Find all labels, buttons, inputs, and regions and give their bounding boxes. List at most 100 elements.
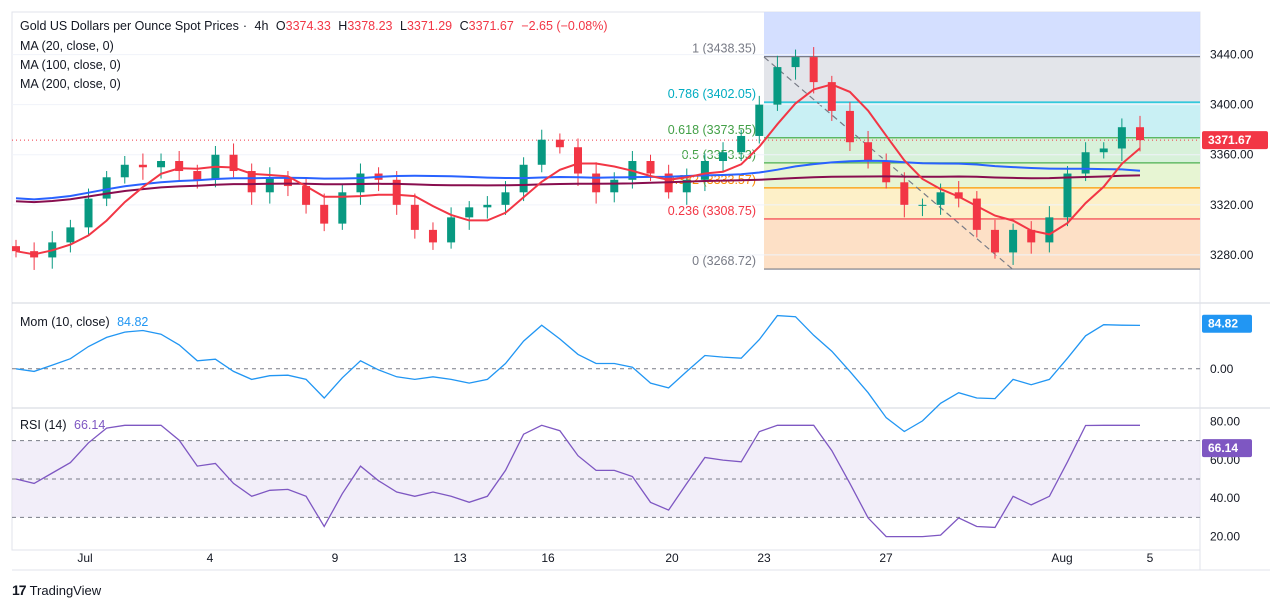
rsi-value-text: 66.14 <box>74 418 106 432</box>
fib-level-label: 0.786 (3402.05) <box>668 87 756 101</box>
ma200-line <box>15 174 1141 204</box>
candle-body <box>229 154 238 172</box>
fib-level-label: 0 (3268.72) <box>692 254 756 268</box>
candle-body <box>447 217 456 243</box>
price-tick-label: 3280.00 <box>1210 248 1254 262</box>
ohlc-change: −2.65 (−0.08%) <box>521 19 608 33</box>
candle-body <box>864 142 873 162</box>
ohlc-close: 3371.67 <box>468 19 514 33</box>
candle-body <box>338 192 347 224</box>
fib-zone <box>764 102 1200 138</box>
candle-body <box>265 177 274 193</box>
rsi-line <box>15 424 1140 538</box>
rsi-value-label: 66.14 <box>1208 441 1238 455</box>
candle-body <box>682 179 691 193</box>
candle-body <box>1099 148 1108 153</box>
candle-body <box>1063 173 1072 218</box>
ma20-legend[interactable]: MA (20, close, 0) <box>20 39 114 53</box>
candle-body <box>465 207 474 218</box>
candle-body <box>827 82 836 111</box>
ma100-line <box>15 159 1141 201</box>
candle-body <box>428 229 437 243</box>
candle-body <box>1009 229 1018 253</box>
brand-name: TradingView <box>29 582 102 598</box>
momentum-label: Mom (10, close) <box>20 315 110 329</box>
time-tick-label: 5 <box>1147 551 1154 565</box>
momentum-line <box>15 314 1141 433</box>
time-tick-label: Jul <box>77 551 92 565</box>
candle-body <box>1081 152 1090 174</box>
tradingview-brand[interactable]: 17 TradingView <box>12 582 101 598</box>
candle-body <box>483 204 492 208</box>
ohlc-open: 3374.33 <box>285 19 331 33</box>
ohlc-low: 3371.29 <box>406 19 453 33</box>
time-tick-label: 23 <box>757 551 771 565</box>
time-tick-label: 13 <box>453 551 467 565</box>
time-tick-label: Aug <box>1051 551 1072 565</box>
candle-body <box>120 164 129 178</box>
ohlc-high: 3378.23 <box>347 19 393 33</box>
candle-body <box>193 171 202 180</box>
candle-body <box>537 139 546 165</box>
momentum-value-label: 84.82 <box>1208 317 1238 331</box>
interval-label[interactable]: 4h <box>254 19 269 33</box>
candle-body <box>320 204 329 224</box>
candle-body <box>283 177 292 187</box>
candle-body <box>755 104 764 136</box>
candle-body <box>972 198 981 230</box>
candle-body <box>1117 127 1126 149</box>
candle-body <box>1045 217 1054 243</box>
candle-body <box>12 246 20 252</box>
candle-body <box>574 147 582 174</box>
candle-body <box>882 161 891 183</box>
tradingview-logo-icon: 17 <box>12 582 27 598</box>
rsi-tick-label: 20.00 <box>1210 530 1240 544</box>
candle-body <box>66 227 75 243</box>
candle-body <box>302 186 311 205</box>
rsi-legend[interactable]: RSI (14) 66.14 <box>20 416 109 435</box>
candle-body <box>84 198 93 228</box>
ma200-legend[interactable]: MA (200, close, 0) <box>20 77 121 91</box>
rsi-tick-label: 80.00 <box>1210 415 1240 429</box>
ohlc-l-label: L <box>400 19 407 33</box>
candle-body <box>918 204 927 206</box>
price-tick-label: 3400.00 <box>1210 98 1254 112</box>
candle-body <box>845 110 854 143</box>
candle-body <box>900 182 909 205</box>
fib-level-label: 0.236 (3308.75) <box>668 204 756 218</box>
ohlc-h-label: H <box>338 19 348 33</box>
candle-body <box>791 57 800 68</box>
fib-level-label: 0.618 (3373.55) <box>668 123 756 137</box>
last-price-badge <box>1202 131 1268 150</box>
ma20-line <box>15 83 1141 256</box>
momentum-legend[interactable]: Mom (10, close) 84.82 <box>20 313 152 332</box>
fib-zone <box>764 187 1200 219</box>
candle-body <box>501 192 510 205</box>
candle-body <box>410 204 419 230</box>
candle-body <box>138 164 147 168</box>
momentum-value: 84.82 <box>117 315 149 329</box>
candle-body <box>102 177 111 199</box>
ma100-legend[interactable]: MA (100, close, 0) <box>20 58 121 72</box>
candle-body <box>990 229 999 253</box>
candle-body <box>392 179 401 205</box>
symbol-title[interactable]: Gold US Dollars per Ounce Spot Prices <box>20 19 239 33</box>
candle-body <box>737 135 746 153</box>
ohlc-c-label: C <box>459 19 469 33</box>
time-tick-label: 4 <box>207 551 214 565</box>
candle-body <box>175 161 184 172</box>
candle-body <box>773 67 782 105</box>
candle-body <box>700 161 709 180</box>
rsi-value-badge <box>1202 439 1252 458</box>
chart-legend: Gold US Dollars per Ounce Spot Prices · 4… <box>20 19 608 33</box>
candle-body <box>555 139 564 148</box>
fib-zone <box>764 137 1200 163</box>
candle-body <box>247 171 256 193</box>
candle-body <box>356 173 365 193</box>
time-tick-label: 9 <box>332 551 339 565</box>
candle-body <box>809 57 818 83</box>
price-tick-label: 3360.00 <box>1210 148 1254 162</box>
candle-body <box>1136 127 1144 141</box>
ohlc-o-label: O <box>275 19 286 33</box>
